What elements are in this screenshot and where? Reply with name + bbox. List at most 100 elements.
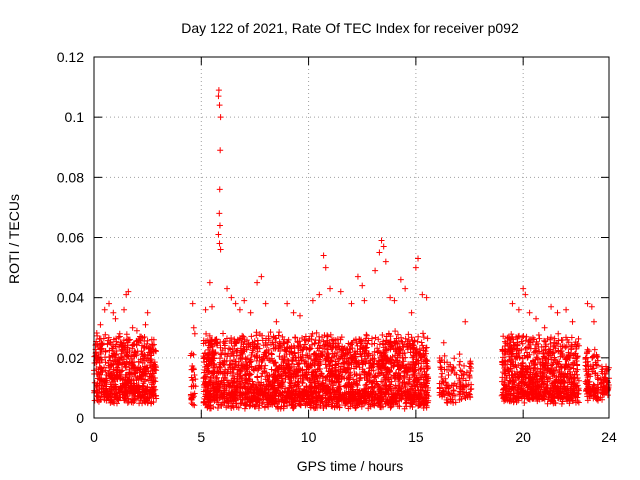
data-point [340, 359, 347, 366]
data-point [224, 370, 231, 377]
data-point [99, 341, 106, 348]
data-point [316, 342, 323, 349]
data-point [327, 369, 334, 376]
data-point [287, 348, 294, 355]
data-point [392, 352, 399, 359]
data-point [97, 335, 104, 342]
data-point [276, 398, 283, 405]
data-point [566, 400, 573, 407]
data-point [324, 354, 331, 361]
data-point [594, 381, 601, 388]
data-point [254, 344, 261, 351]
data-point [533, 370, 540, 377]
data-point [368, 379, 375, 386]
data-point [568, 334, 575, 341]
data-point [209, 350, 216, 357]
data-point [206, 360, 213, 367]
data-point [119, 367, 126, 374]
data-point [233, 352, 240, 359]
data-point [559, 352, 566, 359]
data-point [201, 369, 208, 376]
data-point [116, 330, 123, 337]
data-point [394, 390, 401, 397]
data-point [359, 282, 366, 289]
data-point [378, 378, 385, 385]
data-point [529, 334, 536, 341]
data-point [462, 318, 469, 325]
data-point [113, 385, 120, 392]
data-point [300, 344, 307, 351]
data-point [259, 332, 266, 339]
data-point [297, 312, 303, 319]
data-point [124, 336, 131, 343]
data-point [337, 288, 344, 295]
data-point [508, 357, 515, 364]
data-point [203, 330, 210, 337]
data-point [420, 365, 427, 372]
data-point [450, 391, 457, 398]
data-point [527, 391, 534, 398]
data-point [410, 342, 417, 349]
data-point [277, 381, 284, 388]
data-point [322, 361, 329, 368]
data-point [371, 340, 378, 347]
data-point [447, 398, 454, 405]
data-points [91, 87, 612, 412]
data-point [570, 385, 577, 392]
data-point [309, 394, 316, 401]
data-point [397, 276, 404, 283]
data-point [263, 353, 270, 360]
data-point [594, 389, 601, 396]
data-point [466, 390, 473, 397]
data-point [440, 379, 447, 386]
data-point [524, 388, 531, 395]
data-point [504, 358, 511, 365]
data-point [294, 379, 301, 386]
data-point [140, 353, 147, 360]
data-point [574, 361, 581, 368]
data-point [394, 331, 401, 338]
data-point [399, 362, 406, 369]
data-point [150, 341, 157, 348]
data-point [239, 385, 246, 392]
data-point [118, 368, 125, 375]
data-point [335, 366, 342, 373]
data-point [391, 360, 398, 367]
data-point [232, 400, 239, 407]
data-point [201, 350, 208, 357]
data-point [404, 388, 411, 395]
y-tick-label: 0 [76, 410, 84, 426]
data-point [205, 339, 212, 346]
data-point [258, 364, 265, 371]
x-tick-label: 15 [408, 429, 424, 445]
data-point [586, 381, 593, 388]
data-point [96, 376, 103, 383]
data-point [126, 366, 133, 373]
data-point [205, 394, 212, 401]
data-point [377, 364, 384, 371]
data-point [209, 303, 216, 310]
data-point [379, 393, 386, 400]
data-point [584, 374, 591, 381]
data-point [379, 332, 386, 339]
data-point [139, 359, 146, 366]
data-point [261, 404, 268, 411]
data-point [254, 279, 261, 286]
data-point [335, 397, 342, 404]
data-point [416, 401, 423, 408]
data-point [501, 381, 508, 388]
x-tick-label: 10 [301, 429, 317, 445]
data-point [273, 318, 280, 325]
data-point [352, 380, 359, 387]
data-point [383, 354, 390, 361]
data-point [462, 395, 469, 402]
data-point [106, 368, 113, 375]
data-point [334, 349, 341, 356]
data-point [272, 375, 279, 382]
data-point [505, 346, 512, 353]
data-point [215, 87, 222, 94]
data-point [508, 371, 515, 378]
data-point [376, 349, 383, 356]
data-point [106, 347, 113, 354]
data-point [144, 384, 151, 391]
